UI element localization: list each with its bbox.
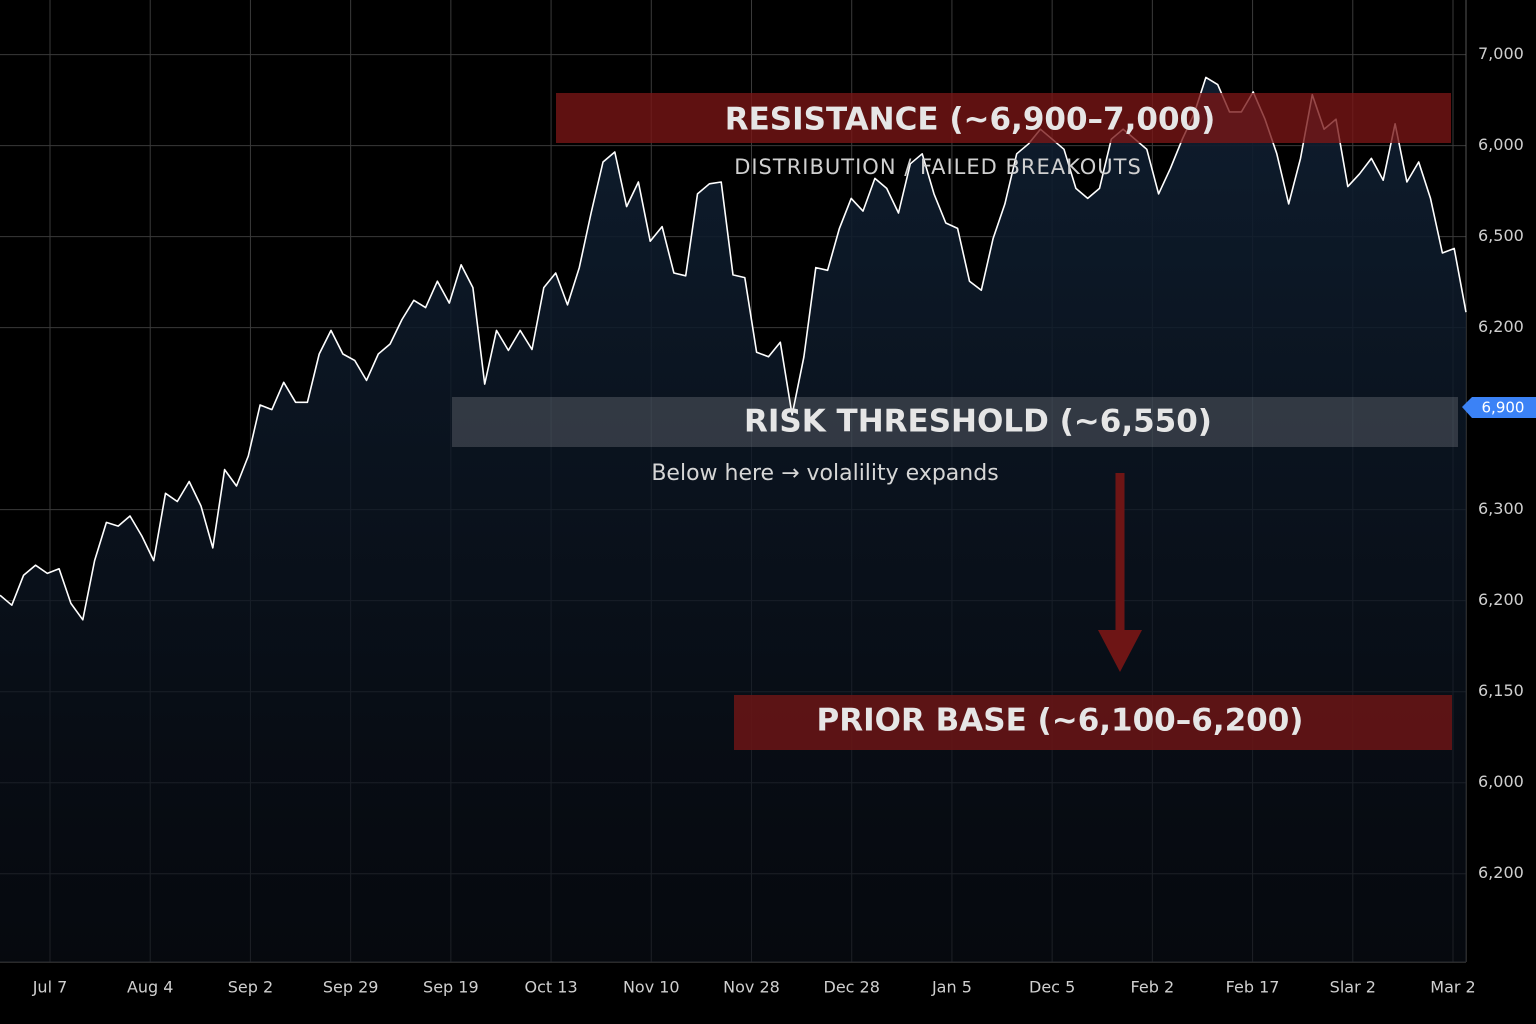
y-tick-label: 7,000 (1478, 44, 1524, 63)
annotation-layer: RESISTANCE (~6,900–7,000) DISTRIBUTION /… (32, 44, 1536, 997)
y-tick-label: 6,000 (1478, 772, 1524, 791)
prior-base-label: PRIOR BASE (~6,100–6,200) (817, 703, 1304, 739)
risk-note: Below here → volalility expands (651, 461, 998, 486)
resistance-band (556, 93, 1451, 143)
data-layer (0, 76, 1467, 962)
x-tick-label: Dec 5 (1029, 978, 1075, 997)
y-tick-label: 6,200 (1478, 317, 1524, 336)
x-tick-label: Oct 13 (525, 978, 578, 997)
y-tick-label: 6,300 (1478, 499, 1524, 518)
x-tick-label: Nov 10 (623, 978, 680, 997)
x-tick-label: Sep 2 (228, 978, 273, 997)
y-tick-label: 6,200 (1478, 863, 1524, 882)
x-tick-label: Feb 17 (1226, 978, 1280, 997)
prior-base-band (734, 695, 1452, 750)
y-tick-label: 6,000 (1478, 135, 1524, 154)
x-tick-label: Slar 2 (1330, 978, 1376, 997)
x-tick-label: Aug 4 (127, 978, 174, 997)
risk-label: RISK THRESHOLD (~6,550) (744, 404, 1212, 440)
y-tick-label: 6,150 (1478, 681, 1524, 700)
price-badge (1462, 397, 1536, 418)
y-tick-label: 6,500 (1478, 226, 1524, 245)
x-tick-label: Mar 2 (1430, 978, 1475, 997)
x-tick-label: Jul 7 (32, 978, 68, 997)
y-tick-label: 6,200 (1478, 590, 1524, 609)
x-tick-label: Feb 2 (1131, 978, 1175, 997)
x-tick-label: Sep 29 (323, 978, 379, 997)
x-tick-label: Jan 5 (931, 978, 972, 997)
area-fill (0, 77, 1466, 962)
risk-band (452, 397, 1458, 447)
x-tick-label: Dec 28 (824, 978, 880, 997)
price-badge-label: 6,900 (1482, 399, 1525, 417)
down-arrow-head (1098, 630, 1142, 672)
x-tick-label: Nov 28 (723, 978, 780, 997)
resistance-note: DISTRIBUTION / FAILED BREAKOUTS (734, 155, 1142, 179)
resistance-label: RESISTANCE (~6,900–7,000) (725, 102, 1216, 138)
x-tick-label: Sep 19 (423, 978, 479, 997)
